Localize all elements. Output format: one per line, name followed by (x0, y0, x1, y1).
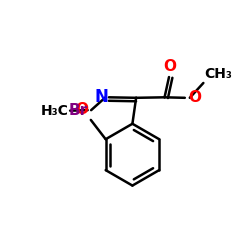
Text: O: O (163, 59, 176, 74)
Text: CH₃: CH₃ (204, 67, 233, 81)
Text: O: O (188, 90, 201, 105)
Text: Br: Br (69, 103, 88, 118)
Text: N: N (94, 88, 108, 106)
Text: H₃C: H₃C (40, 104, 68, 118)
Text: O: O (75, 102, 88, 117)
